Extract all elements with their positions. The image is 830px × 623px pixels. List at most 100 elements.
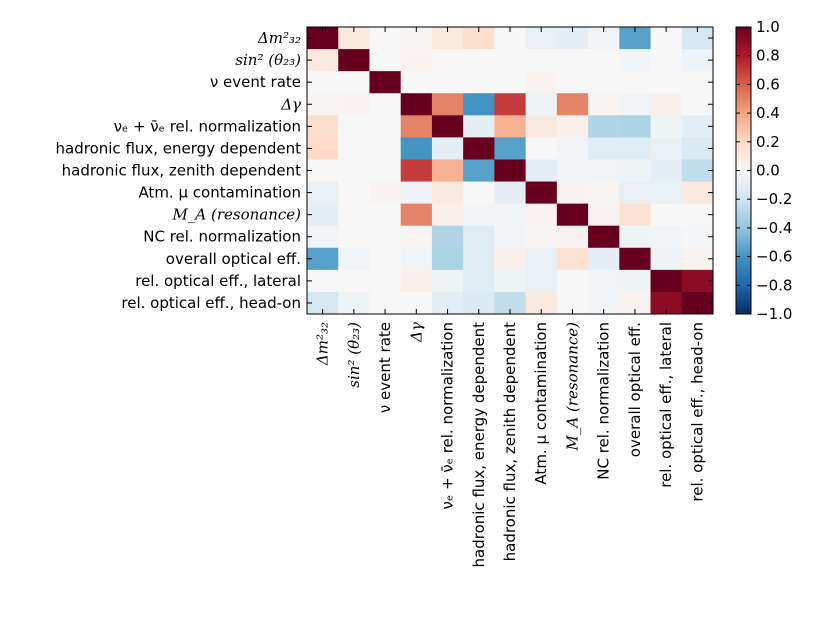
heatmap-cell — [525, 159, 558, 182]
heatmap-cell — [619, 247, 651, 271]
x-tick-label: Δγ — [407, 322, 425, 343]
heatmap-cell — [338, 93, 370, 116]
heatmap-cell — [681, 93, 714, 116]
heatmap-cell — [494, 269, 527, 293]
heatmap-cell — [588, 71, 620, 94]
heatmap-cell — [681, 115, 714, 138]
heatmap-cell — [400, 181, 433, 205]
colorbar-tick-label: 0.6 — [756, 75, 780, 93]
colorbar-tick-label: 0.0 — [756, 162, 780, 180]
heatmap-cell — [369, 225, 402, 249]
heatmap-cell — [463, 27, 495, 50]
heatmap-cell — [307, 71, 339, 94]
heatmap-cell — [525, 269, 558, 293]
heatmap-cell — [400, 71, 433, 94]
heatmap-cell — [525, 115, 558, 138]
heatmap-cell — [525, 49, 558, 72]
heatmap-cell — [681, 181, 714, 205]
heatmap-cell — [338, 71, 370, 94]
heatmap-cell — [369, 93, 402, 116]
heatmap-cell — [431, 225, 464, 249]
heatmap-cell — [619, 49, 651, 72]
heatmap-cell — [307, 203, 339, 227]
heatmap-cell — [588, 115, 620, 138]
heatmap-cell — [588, 269, 620, 293]
heatmap-cell — [650, 291, 683, 315]
heatmap-cell — [588, 137, 620, 160]
heatmap-cell — [556, 269, 589, 293]
heatmap-cell — [650, 203, 683, 227]
heatmap-cell — [307, 137, 339, 160]
heatmap-cell — [619, 27, 651, 50]
heatmap-cell — [556, 115, 589, 138]
heatmap-cell — [681, 137, 714, 160]
heatmap-cell — [400, 247, 433, 271]
heatmap-cell — [494, 93, 527, 116]
heatmap-cell — [307, 181, 339, 205]
heatmap-cell — [338, 137, 370, 160]
heatmap-cell — [307, 49, 339, 72]
heatmap-cell — [525, 181, 558, 205]
colorbar-tick-label: 1.0 — [756, 18, 780, 36]
y-axis-labels: Δm²₃₂ sin² (θ₂₃) ν event rate Δγ νₑ + ν̄ₑ re… — [56, 29, 302, 312]
heatmap-cell — [369, 27, 402, 50]
heatmap-cell — [619, 159, 651, 182]
y-tick-label: Δm²₃₂ — [257, 29, 301, 47]
heatmap-cell — [525, 137, 558, 160]
y-tick-label: Δγ — [280, 95, 301, 113]
x-tick-label: νₑ + ν̄ₑ rel. normalization — [439, 322, 457, 509]
heatmap-cell — [463, 181, 495, 205]
heatmap-cell — [463, 225, 495, 249]
colorbar-tick-label: −1.0 — [756, 305, 792, 323]
heatmap-cell — [338, 27, 370, 50]
heatmap-cell — [525, 27, 558, 50]
heatmap-cell — [369, 181, 402, 205]
x-axis-labels: Δm²₃₂ sin² (θ₂₃) ν event rate Δγ νₑ + ν̄ₑ re… — [314, 322, 707, 568]
colorbar-tick-label: 0.2 — [756, 133, 780, 151]
heatmap-cell — [619, 93, 651, 116]
heatmap-cell — [463, 115, 495, 138]
heatmap-cell — [338, 291, 370, 315]
heatmap-cell — [588, 203, 620, 227]
heatmap-cell — [369, 49, 402, 72]
y-tick-label: sin² (θ₂₃) — [235, 51, 301, 69]
heatmap-cell — [400, 291, 433, 315]
heatmap-cell — [494, 159, 527, 182]
heatmap-cell — [463, 269, 495, 293]
y-tick-label: rel. optical eff., lateral — [135, 272, 301, 290]
x-tick-label: M_A (resonance) — [563, 322, 581, 452]
heatmap-cell — [619, 137, 651, 160]
heatmap-cell — [494, 181, 527, 205]
heatmap-cell — [369, 115, 402, 138]
heatmap-cell — [400, 27, 433, 50]
heatmap-cell — [650, 225, 683, 249]
heatmap-cell — [681, 49, 714, 72]
heatmap-cell — [463, 203, 495, 227]
colorbar-tick-label: 0.4 — [756, 104, 780, 122]
heatmap-cell — [681, 71, 714, 94]
heatmap-cell — [556, 49, 589, 72]
heatmap-cell — [650, 93, 683, 116]
heatmap-cell — [400, 137, 433, 160]
heatmap-cell — [338, 49, 370, 72]
heatmap-cell — [431, 181, 464, 205]
heatmap-cell — [307, 93, 339, 116]
heatmap-cell — [431, 203, 464, 227]
heatmap-cell — [431, 27, 464, 50]
heatmap-cell — [588, 49, 620, 72]
heatmap-cell — [556, 71, 589, 94]
colorbar-tick-label: −0.2 — [756, 190, 792, 208]
heatmap-cell — [588, 27, 620, 50]
x-tick-label: sin² (θ₂₃) — [345, 322, 363, 388]
heatmap-cell — [556, 159, 589, 182]
colorbar-tick-label: −0.8 — [756, 276, 792, 294]
heatmap-cell — [494, 291, 527, 315]
heatmap-cell — [307, 291, 339, 315]
heatmap-cell — [338, 247, 370, 271]
heatmap-cell — [525, 203, 558, 227]
heatmap-cell — [494, 247, 527, 271]
heatmap-cell — [681, 225, 714, 249]
heatmap-cell — [307, 269, 339, 293]
x-tick-label: ν event rate — [376, 322, 394, 413]
